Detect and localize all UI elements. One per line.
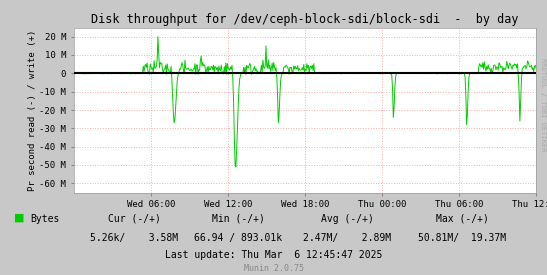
Text: Munin 2.0.75: Munin 2.0.75 <box>243 265 304 273</box>
Text: 2.47M/    2.89M: 2.47M/ 2.89M <box>303 233 392 243</box>
Text: ■: ■ <box>14 212 24 222</box>
Text: Bytes: Bytes <box>30 214 60 224</box>
Text: Cur (-/+): Cur (-/+) <box>108 214 160 224</box>
Title: Disk throughput for /dev/ceph-block-sdi/block-sdi  -  by day: Disk throughput for /dev/ceph-block-sdi/… <box>91 13 519 26</box>
Text: Max (-/+): Max (-/+) <box>436 214 488 224</box>
Text: Min (-/+): Min (-/+) <box>212 214 264 224</box>
Text: 66.94 / 893.01k: 66.94 / 893.01k <box>194 233 282 243</box>
Text: 50.81M/  19.37M: 50.81M/ 19.37M <box>418 233 507 243</box>
Text: RRDTOOL / TOBI OETIKER: RRDTOOL / TOBI OETIKER <box>540 58 546 151</box>
Text: 5.26k/    3.58M: 5.26k/ 3.58M <box>90 233 178 243</box>
Y-axis label: Pr second read (-) / write (+): Pr second read (-) / write (+) <box>27 29 37 191</box>
Text: Last update: Thu Mar  6 12:45:47 2025: Last update: Thu Mar 6 12:45:47 2025 <box>165 250 382 260</box>
Text: Avg (-/+): Avg (-/+) <box>321 214 374 224</box>
